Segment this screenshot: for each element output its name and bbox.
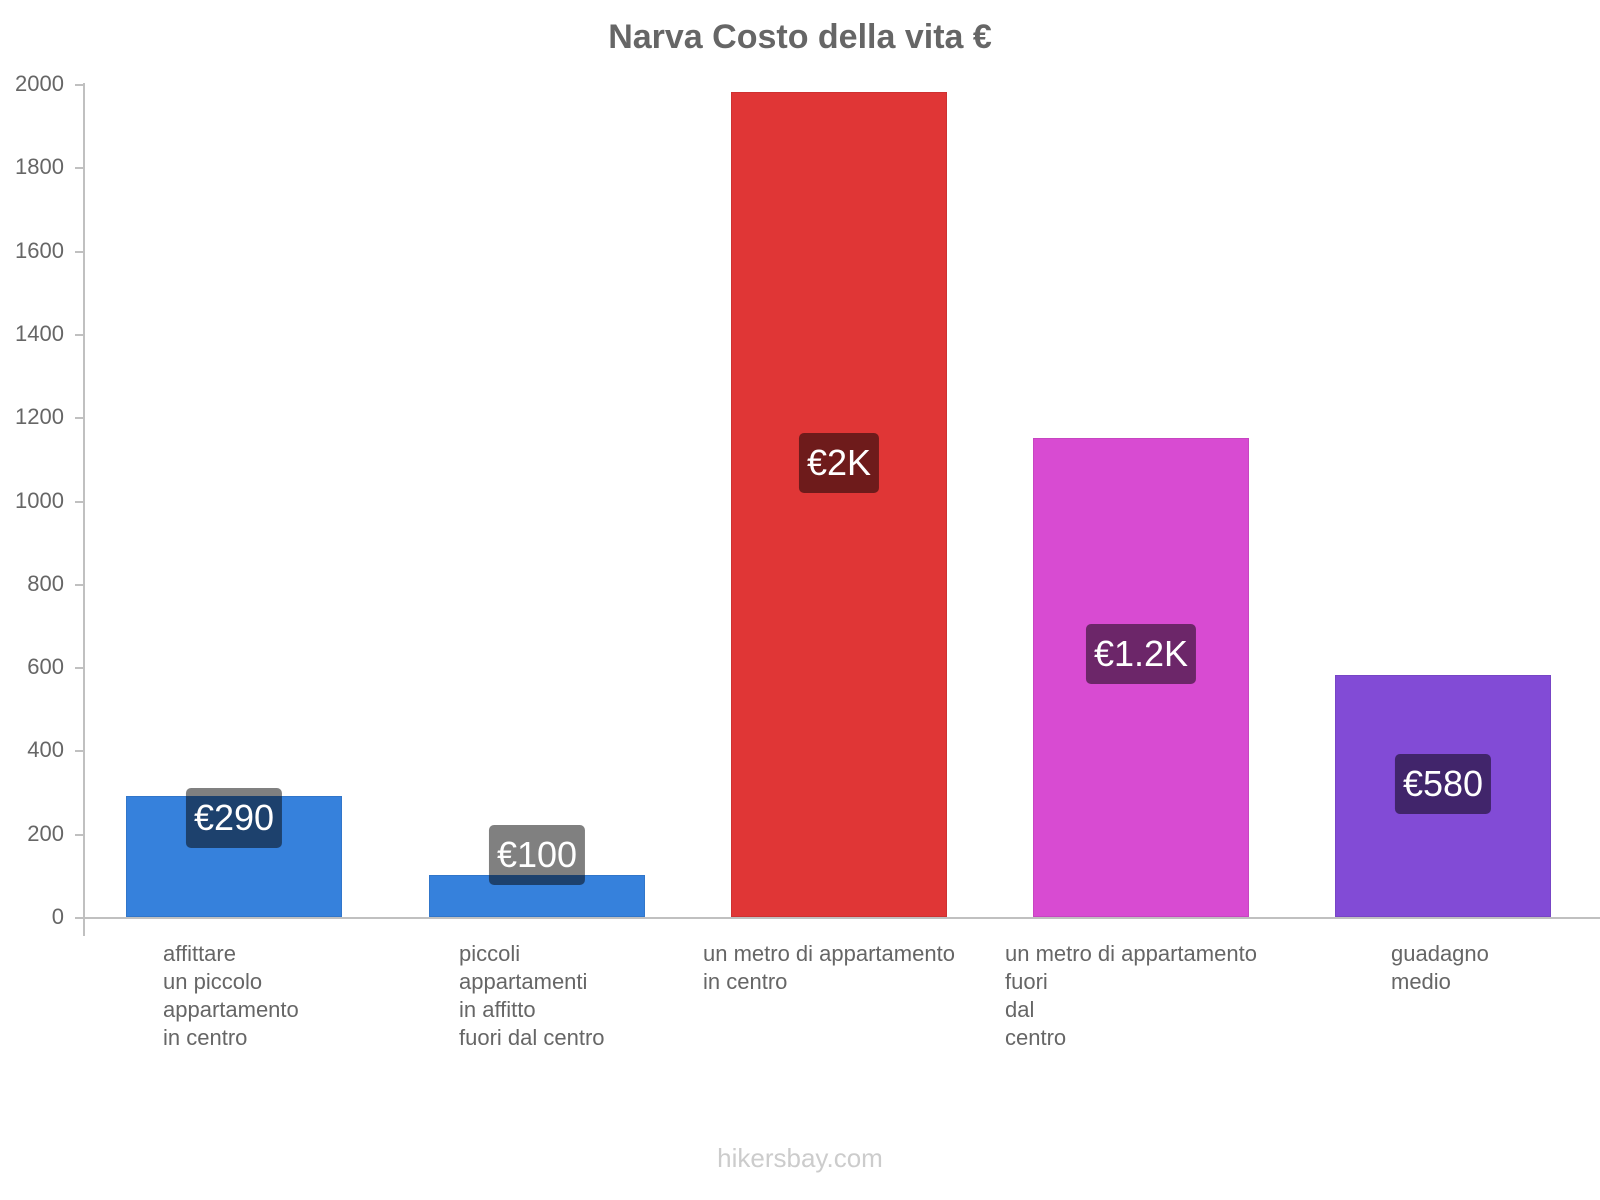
y-tick-mark xyxy=(75,250,83,253)
y-tick-mark xyxy=(75,333,83,336)
y-tick-label: 1600 xyxy=(15,237,64,263)
y-tick-mark xyxy=(75,750,83,753)
x-category-label: un metro di appartamento fuori dal centr… xyxy=(1005,941,1257,1050)
y-tick-label: 1800 xyxy=(15,154,64,180)
bar-value-label: €290 xyxy=(185,788,283,849)
y-tick-mark xyxy=(75,167,83,170)
x-category-label: affittare un piccolo appartamento in cen… xyxy=(163,941,299,1050)
y-axis-line xyxy=(83,83,85,936)
bar-value-label: €100 xyxy=(488,825,586,886)
x-category-label: piccoli appartamenti in affitto fuori da… xyxy=(459,941,605,1050)
y-tick-mark xyxy=(75,417,83,420)
y-tick-label: 1400 xyxy=(15,320,64,346)
bar xyxy=(731,92,947,917)
y-tick-mark xyxy=(75,833,83,836)
footer-watermark: hikersbay.com xyxy=(717,1143,883,1173)
y-tick-label: 400 xyxy=(27,737,64,763)
y-tick-label: 600 xyxy=(27,654,64,680)
x-category-label: un metro di appartamento in centro xyxy=(703,941,955,994)
y-tick-label: 1200 xyxy=(15,404,64,430)
y-tick-mark xyxy=(75,917,83,919)
bar-value-label: €1.2K xyxy=(1085,623,1197,684)
x-category-label: guadagno medio xyxy=(1391,941,1489,994)
x-axis-line xyxy=(75,917,1600,919)
y-tick-label: 200 xyxy=(27,820,64,846)
y-tick-label: 1000 xyxy=(15,487,64,513)
y-tick-label: 2000 xyxy=(15,71,64,96)
y-tick-mark xyxy=(75,583,83,586)
y-tick-mark xyxy=(75,84,83,86)
y-tick-label: 800 xyxy=(27,570,64,596)
y-tick-label: 0 xyxy=(51,904,64,929)
bar-value-label: €2K xyxy=(798,433,880,494)
chart-title: Narva Costo della vita € xyxy=(608,18,992,56)
y-tick-mark xyxy=(75,667,83,670)
bar-value-label: €580 xyxy=(1394,754,1492,815)
y-tick-mark xyxy=(75,500,83,503)
